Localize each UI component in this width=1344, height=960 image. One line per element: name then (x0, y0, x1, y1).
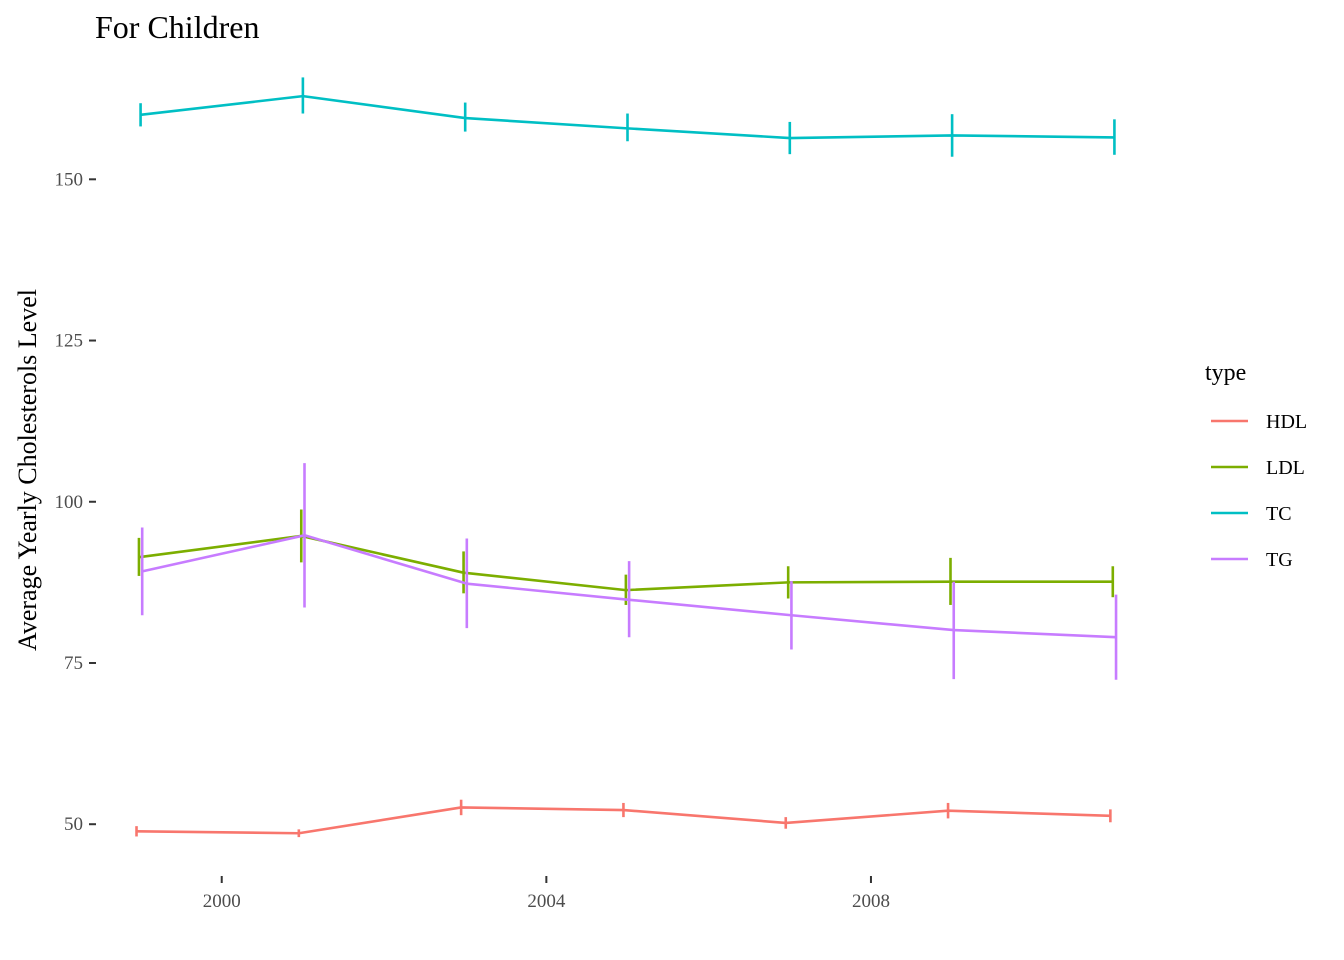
legend-label-tg: TG (1266, 549, 1293, 571)
legend-item-tc: TC (1211, 503, 1292, 525)
y-tick-label: 75 (64, 653, 83, 674)
legend-label-hdl: HDL (1266, 411, 1307, 433)
chart-title: For Children (95, 9, 259, 45)
y-tick-label: 150 (55, 169, 84, 190)
legend-item-tg: TG (1211, 549, 1293, 571)
legend-item-ldl: LDL (1211, 457, 1305, 479)
y-tick-label: 50 (64, 814, 83, 835)
legend-label-ldl: LDL (1266, 457, 1305, 479)
series-ldl (137, 509, 1115, 605)
series-tg (140, 463, 1118, 680)
y-axis-title: Average Yearly Cholesterols Level (13, 289, 42, 651)
legend-title: type (1205, 360, 1246, 386)
x-axis: 2000 2004 2008 (203, 876, 890, 912)
legend: type HDL LDL TC TG (1205, 360, 1307, 571)
x-tick-label: 2004 (527, 891, 566, 912)
series-tc (139, 77, 1116, 157)
legend-item-hdl: HDL (1211, 411, 1307, 433)
y-tick-label: 100 (55, 492, 84, 513)
y-axis: 50 75 100 125 150 (55, 169, 96, 835)
x-tick-label: 2008 (852, 891, 890, 912)
legend-label-tc: TC (1266, 503, 1292, 525)
plot-area (135, 77, 1118, 838)
x-tick-label: 2000 (203, 891, 241, 912)
series-hdl (135, 799, 1112, 838)
y-tick-label: 125 (55, 331, 84, 352)
